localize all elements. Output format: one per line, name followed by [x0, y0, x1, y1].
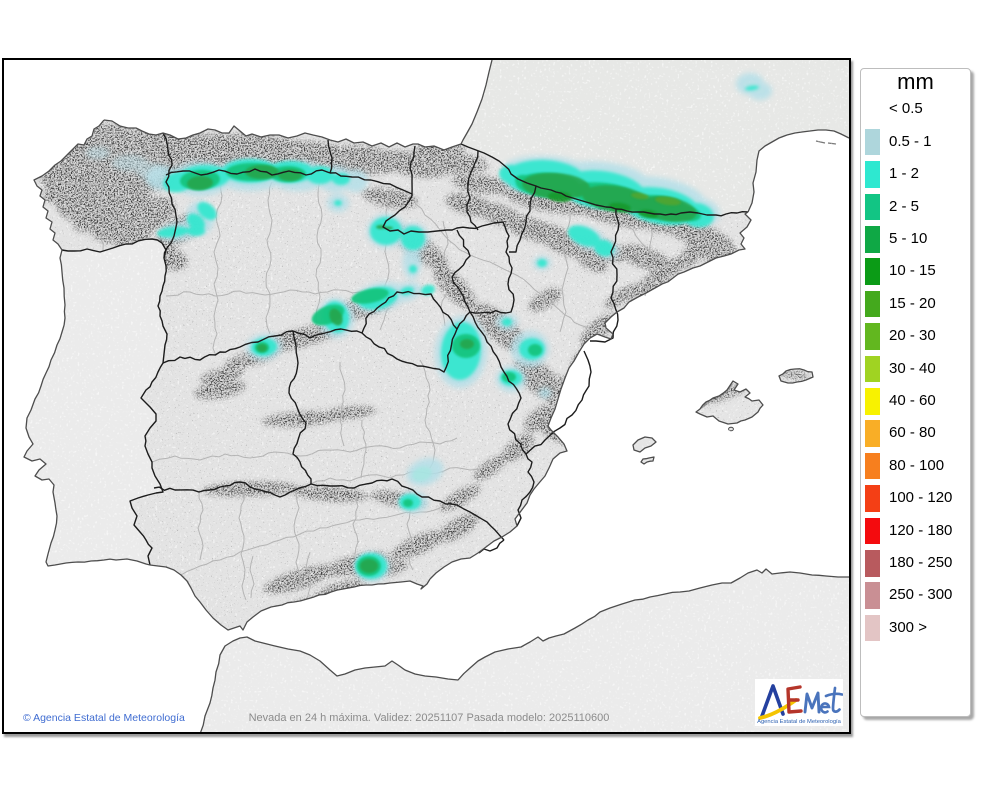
svg-text:Agencia Estatal de Meteorologí: Agencia Estatal de Meteorología [757, 719, 842, 725]
